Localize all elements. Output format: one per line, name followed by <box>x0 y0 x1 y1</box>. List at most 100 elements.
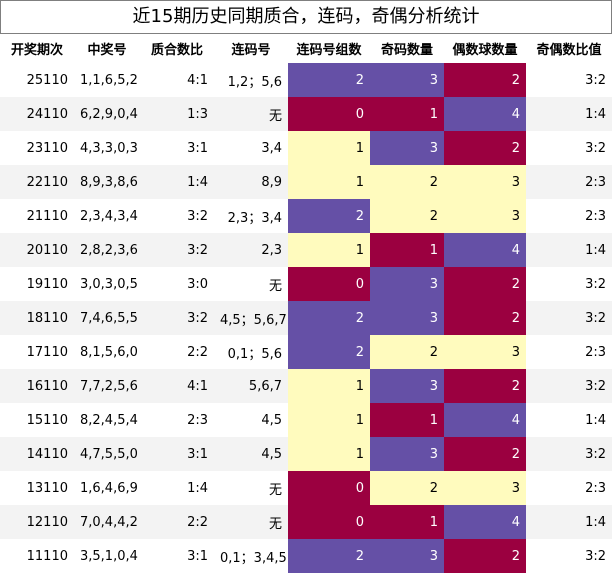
cell-issue: 16110 <box>0 369 74 403</box>
cell-odd-even-ratio: 3:2 <box>526 539 612 573</box>
cell-consecutive-groups: 1 <box>288 131 370 165</box>
cell-prime-ratio: 2:2 <box>140 505 214 539</box>
cell-prime-ratio: 2:2 <box>140 335 214 369</box>
cell-draw: 3,0,3,0,5 <box>74 267 140 301</box>
cell-consecutive: 8,9 <box>214 165 288 199</box>
cell-odd-count: 3 <box>370 267 444 301</box>
cell-odd-even-ratio: 3:2 <box>526 369 612 403</box>
cell-issue: 21110 <box>0 199 74 233</box>
cell-consecutive-groups: 2 <box>288 63 370 97</box>
cell-issue: 23110 <box>0 131 74 165</box>
cell-even-count: 3 <box>444 335 526 369</box>
cell-prime-ratio: 1:3 <box>140 97 214 131</box>
cell-issue: 14110 <box>0 437 74 471</box>
cell-issue: 15110 <box>0 403 74 437</box>
cell-consecutive-groups: 0 <box>288 505 370 539</box>
cell-odd-even-ratio: 1:4 <box>526 97 612 131</box>
cell-consecutive: 3,4 <box>214 131 288 165</box>
table-row: 20110 2,8,2,3,6 3:2 2,3 1 1 4 1:4 <box>0 233 612 267</box>
cell-draw: 7,0,4,4,2 <box>74 505 140 539</box>
cell-draw: 8,9,3,8,6 <box>74 165 140 199</box>
cell-draw: 8,2,4,5,4 <box>74 403 140 437</box>
cell-odd-count: 3 <box>370 437 444 471</box>
table-row: 25110 1,1,6,5,2 4:1 1,2；5,6 2 3 2 3:2 <box>0 63 612 97</box>
cell-prime-ratio: 3:2 <box>140 301 214 335</box>
cell-odd-even-ratio: 2:3 <box>526 335 612 369</box>
cell-draw: 3,5,1,0,4 <box>74 539 140 573</box>
header-odd-even-ratio: 奇偶数比值 <box>526 34 612 63</box>
cell-consecutive: 无 <box>214 505 288 539</box>
cell-odd-even-ratio: 3:2 <box>526 301 612 335</box>
table-row: 11110 3,5,1,0,4 3:1 0,1；3,4,5 2 3 2 3:2 <box>0 539 612 573</box>
cell-consecutive: 0,1；3,4,5 <box>214 539 288 573</box>
cell-odd-even-ratio: 2:3 <box>526 199 612 233</box>
cell-issue: 17110 <box>0 335 74 369</box>
table-row: 17110 8,1,5,6,0 2:2 0,1；5,6 2 2 3 2:3 <box>0 335 612 369</box>
cell-consecutive: 无 <box>214 471 288 505</box>
cell-odd-count: 3 <box>370 131 444 165</box>
cell-prime-ratio: 1:4 <box>140 471 214 505</box>
cell-odd-count: 2 <box>370 199 444 233</box>
cell-even-count: 2 <box>444 539 526 573</box>
cell-odd-count: 1 <box>370 403 444 437</box>
cell-issue: 12110 <box>0 505 74 539</box>
cell-odd-count: 1 <box>370 505 444 539</box>
cell-issue: 18110 <box>0 301 74 335</box>
cell-prime-ratio: 3:0 <box>140 267 214 301</box>
cell-even-count: 4 <box>444 233 526 267</box>
table-row: 15110 8,2,4,5,4 2:3 4,5 1 1 4 1:4 <box>0 403 612 437</box>
cell-draw: 8,1,5,6,0 <box>74 335 140 369</box>
cell-odd-count: 2 <box>370 165 444 199</box>
cell-consecutive-groups: 1 <box>288 437 370 471</box>
header-consecutive: 连码号 <box>214 34 288 63</box>
cell-even-count: 3 <box>444 165 526 199</box>
cell-issue: 11110 <box>0 539 74 573</box>
cell-issue: 22110 <box>0 165 74 199</box>
cell-even-count: 4 <box>444 97 526 131</box>
cell-issue: 20110 <box>0 233 74 267</box>
cell-prime-ratio: 4:1 <box>140 369 214 403</box>
cell-even-count: 2 <box>444 63 526 97</box>
cell-draw: 1,1,6,5,2 <box>74 63 140 97</box>
cell-prime-ratio: 3:1 <box>140 131 214 165</box>
cell-prime-ratio: 4:1 <box>140 63 214 97</box>
table-row: 13110 1,6,4,6,9 1:4 无 0 2 3 2:3 <box>0 471 612 505</box>
table-row: 18110 7,4,6,5,5 3:2 4,5；5,6,7 2 3 2 3:2 <box>0 301 612 335</box>
table-row: 14110 4,7,5,5,0 3:1 4,5 1 3 2 3:2 <box>0 437 612 471</box>
cell-consecutive: 2,3；3,4 <box>214 199 288 233</box>
header-even-count: 偶数球数量 <box>444 34 526 63</box>
header-draw: 中奖号 <box>74 34 140 63</box>
cell-consecutive-groups: 1 <box>288 233 370 267</box>
cell-even-count: 2 <box>444 131 526 165</box>
cell-consecutive: 0,1；5,6 <box>214 335 288 369</box>
cell-odd-count: 1 <box>370 97 444 131</box>
cell-draw: 2,8,2,3,6 <box>74 233 140 267</box>
table-row: 21110 2,3,4,3,4 3:2 2,3；3,4 2 2 3 2:3 <box>0 199 612 233</box>
cell-odd-count: 3 <box>370 539 444 573</box>
cell-issue: 25110 <box>0 63 74 97</box>
cell-even-count: 3 <box>444 199 526 233</box>
cell-odd-even-ratio: 3:2 <box>526 63 612 97</box>
header-prime-ratio: 质合数比 <box>140 34 214 63</box>
cell-odd-even-ratio: 3:2 <box>526 131 612 165</box>
cell-consecutive: 5,6,7 <box>214 369 288 403</box>
cell-consecutive-groups: 2 <box>288 539 370 573</box>
cell-odd-count: 1 <box>370 233 444 267</box>
cell-draw: 4,7,5,5,0 <box>74 437 140 471</box>
cell-odd-count: 3 <box>370 301 444 335</box>
cell-even-count: 2 <box>444 437 526 471</box>
cell-consecutive-groups: 1 <box>288 403 370 437</box>
cell-consecutive: 4,5 <box>214 403 288 437</box>
cell-prime-ratio: 1:4 <box>140 165 214 199</box>
cell-consecutive-groups: 2 <box>288 335 370 369</box>
cell-issue: 24110 <box>0 97 74 131</box>
header-issue: 开奖期次 <box>0 34 74 63</box>
cell-consecutive-groups: 2 <box>288 199 370 233</box>
cell-consecutive-groups: 0 <box>288 97 370 131</box>
cell-prime-ratio: 2:3 <box>140 403 214 437</box>
cell-odd-even-ratio: 3:2 <box>526 267 612 301</box>
table-row: 19110 3,0,3,0,5 3:0 无 0 3 2 3:2 <box>0 267 612 301</box>
cell-draw: 2,3,4,3,4 <box>74 199 140 233</box>
cell-even-count: 3 <box>444 471 526 505</box>
cell-even-count: 4 <box>444 403 526 437</box>
